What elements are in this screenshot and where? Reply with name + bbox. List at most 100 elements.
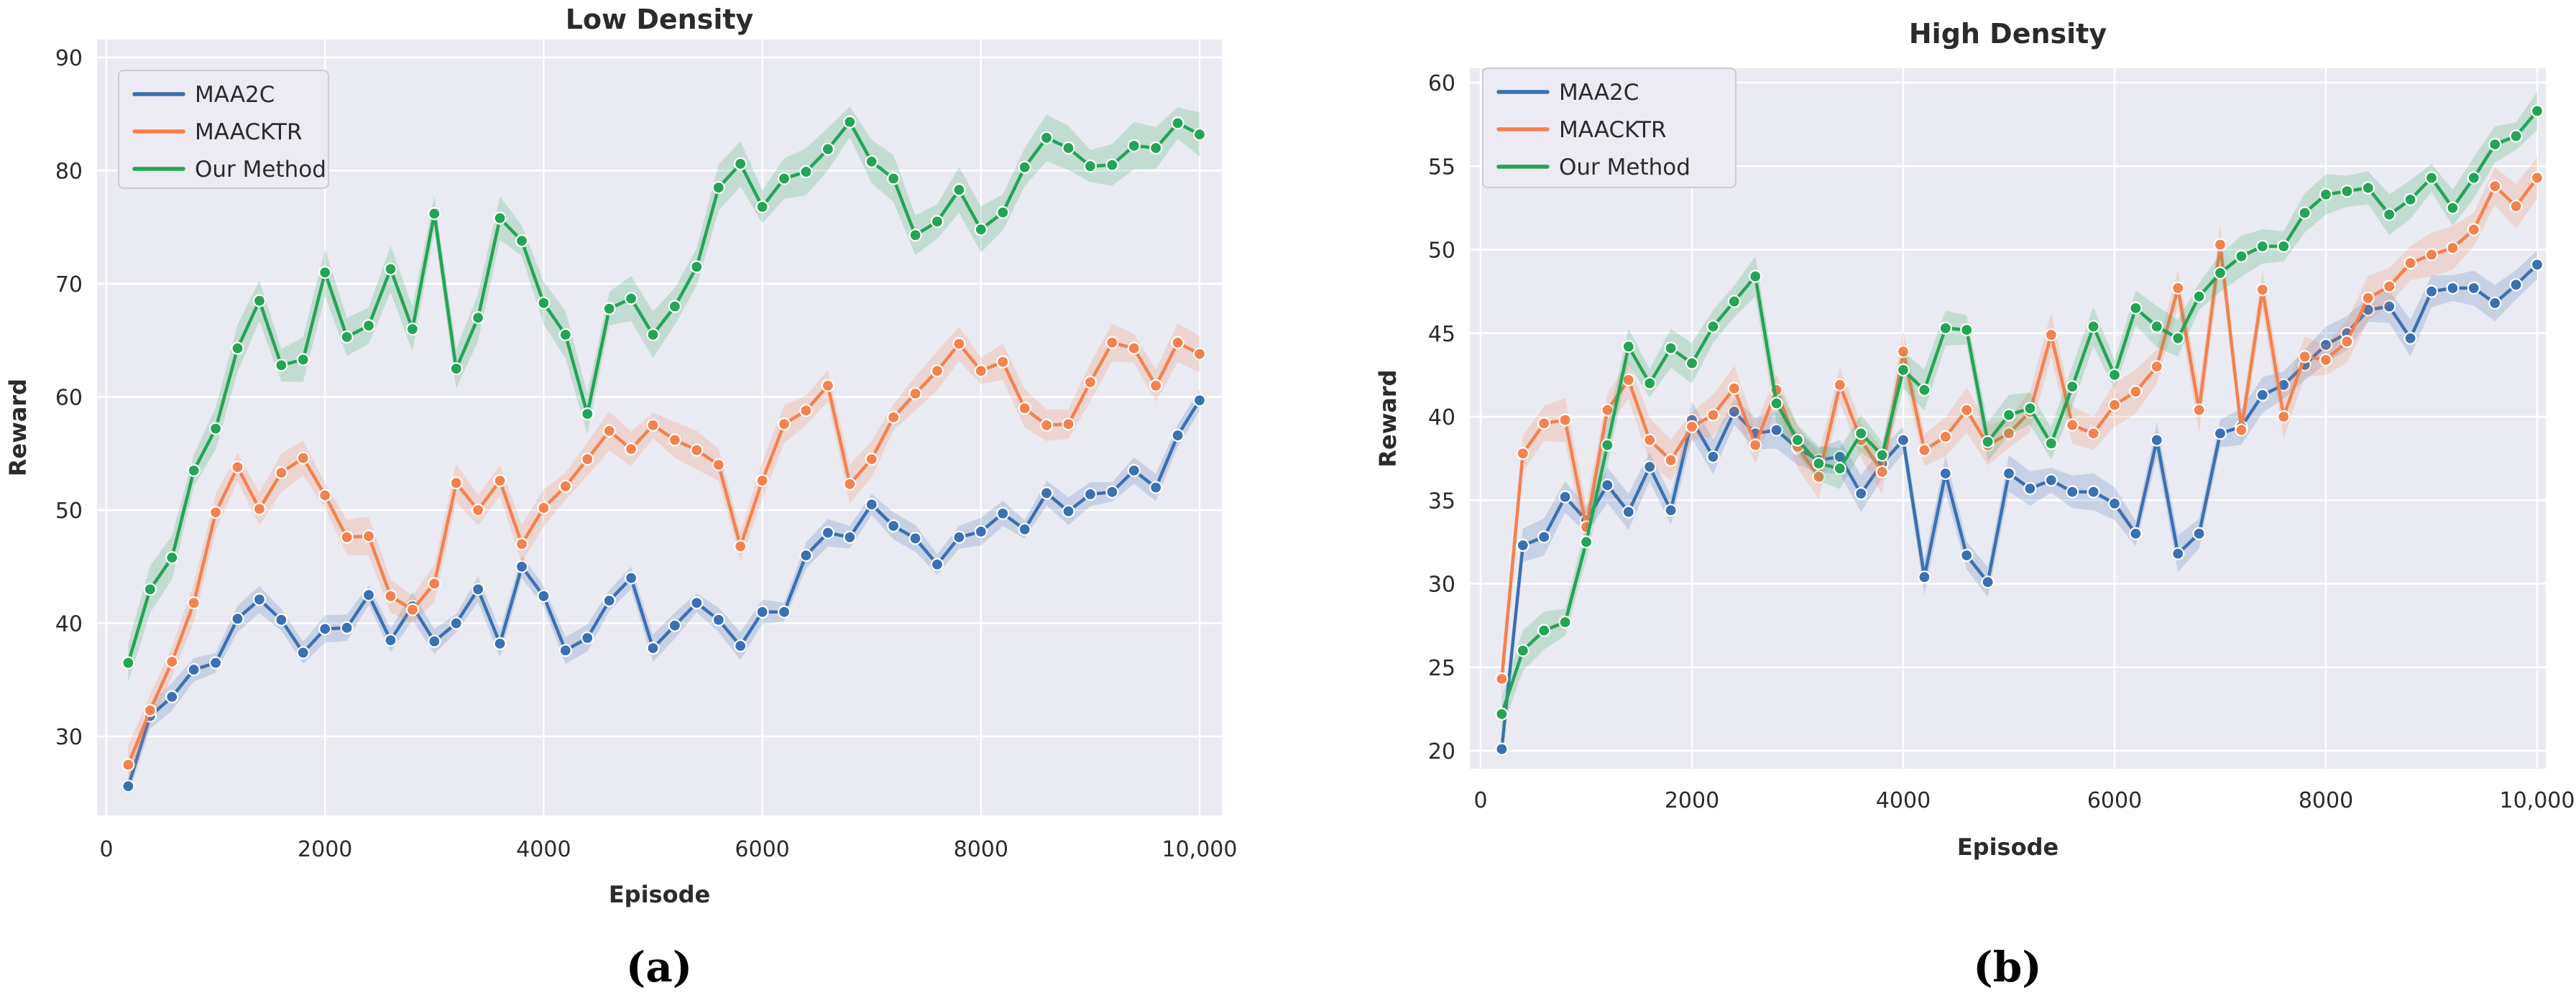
data-point-marker	[2404, 193, 2417, 206]
data-point-marker	[2446, 201, 2460, 215]
data-point-marker	[1664, 453, 1678, 467]
series-our-method	[1495, 91, 2544, 731]
data-point-marker	[1981, 575, 1995, 589]
data-point-marker	[275, 466, 288, 480]
data-point-marker	[1039, 418, 1054, 432]
figure-panel-high-density: 20 25 30 35 40 45 50 55 60 0 2000 4000 6000 8000 10,00…	[1288, 0, 2576, 1008]
data-point-marker	[602, 302, 616, 315]
data-point-marker	[887, 172, 901, 185]
x-tick-label: 6000	[735, 837, 789, 862]
data-point-marker	[865, 154, 878, 168]
data-point-marker	[581, 631, 594, 645]
data-point-marker	[755, 605, 769, 619]
y-tick-label: 30	[55, 725, 83, 750]
y-axis-label: Reward	[1374, 369, 1402, 467]
data-point-marker	[318, 266, 332, 279]
data-point-marker	[930, 558, 944, 571]
legend-label: Our Method	[1559, 154, 1690, 180]
data-point-marker	[1706, 408, 1720, 422]
data-point-marker	[624, 571, 638, 585]
data-point-marker	[1083, 159, 1098, 173]
data-point-marker	[1558, 413, 1572, 427]
data-point-marker	[1495, 707, 1509, 721]
data-point-marker	[1749, 269, 1762, 283]
figure-panel-low-density: 30 40 50 60 70 80 90 0 2000 4000 6000 8000 10,000 Low…	[4, 4, 1237, 991]
data-point-marker	[2298, 350, 2312, 364]
data-point-marker	[1601, 438, 1614, 452]
data-point-marker	[2383, 300, 2396, 313]
data-point-marker	[2235, 249, 2248, 263]
data-point-marker	[1643, 460, 1657, 473]
data-point-marker	[1105, 158, 1119, 172]
series-line	[126, 120, 1202, 665]
legend: MAA2C MAACKTR Our Method	[118, 70, 329, 189]
data-point-marker	[2467, 223, 2480, 236]
data-point-marker	[384, 589, 397, 603]
data-point-marker	[1127, 341, 1141, 355]
data-point-marker	[1896, 363, 1910, 377]
caption-b: (b)	[1973, 943, 2042, 991]
data-point-marker	[362, 530, 376, 543]
data-point-marker	[996, 355, 1010, 369]
data-point-marker	[1918, 383, 1931, 397]
data-point-marker	[472, 503, 485, 517]
data-point-marker	[668, 433, 682, 447]
data-point-marker	[2002, 427, 2016, 440]
legend-box	[1482, 68, 1736, 188]
data-point-marker	[974, 223, 988, 236]
data-point-marker	[734, 157, 748, 171]
x-axis-label: Episode	[1957, 833, 2058, 861]
data-point-marker	[908, 532, 922, 545]
data-point-marker	[231, 461, 244, 474]
legend-label: MAACKTR	[195, 119, 303, 145]
y-tick-label: 80	[55, 159, 83, 185]
series-maacktr	[1495, 157, 2544, 702]
data-point-marker	[908, 228, 922, 242]
data-point-marker	[362, 588, 376, 602]
data-point-marker	[1770, 423, 1783, 437]
data-point-marker	[1516, 447, 1530, 461]
data-point-marker	[2171, 547, 2185, 560]
data-point-marker	[602, 593, 616, 608]
data-point-marker	[2150, 433, 2163, 447]
high-density-chart: 20 25 30 35 40 45 50 55 60 0 2000 4000 6000 8000 10,00…	[1374, 18, 2575, 861]
data-point-marker	[537, 589, 551, 603]
data-point-marker	[2087, 485, 2100, 499]
data-point-marker	[668, 619, 682, 632]
data-point-marker	[2087, 320, 2100, 333]
data-point-marker	[165, 655, 179, 669]
data-point-marker	[165, 551, 179, 565]
legend-label: MAA2C	[1559, 80, 1639, 106]
data-point-marker	[1854, 427, 1868, 440]
data-point-marker	[1685, 356, 1699, 370]
data-point-marker	[843, 115, 857, 129]
data-point-marker	[2192, 527, 2206, 540]
data-point-marker	[2107, 496, 2122, 511]
y-tick-label: 70	[55, 272, 83, 297]
data-point-marker	[121, 656, 135, 670]
data-point-marker	[1960, 548, 1974, 563]
data-point-marker	[384, 262, 397, 276]
data-point-marker	[252, 502, 267, 516]
series-line	[1500, 176, 2539, 681]
data-point-marker	[1105, 485, 1119, 499]
data-point-marker	[690, 443, 704, 457]
data-point-marker	[2129, 527, 2143, 540]
data-point-marker	[1171, 428, 1184, 443]
x-tick-label: 8000	[2299, 788, 2353, 813]
legend-label: MAA2C	[195, 82, 275, 108]
caption-a: (a)	[625, 943, 693, 991]
data-point-marker	[843, 477, 857, 491]
data-point-marker	[1127, 463, 1141, 477]
data-point-marker	[1643, 433, 1657, 447]
data-point-marker	[1495, 672, 1509, 686]
data-point-marker	[821, 526, 834, 540]
data-point-marker	[2044, 473, 2058, 487]
data-point-marker	[2340, 185, 2354, 198]
data-point-marker	[2277, 239, 2291, 253]
data-point-marker	[755, 200, 769, 213]
data-point-marker	[690, 596, 704, 610]
y-tick-label: 40	[1428, 405, 1455, 430]
data-point-marker	[2383, 208, 2396, 221]
y-axis-label: Reward	[4, 379, 32, 476]
